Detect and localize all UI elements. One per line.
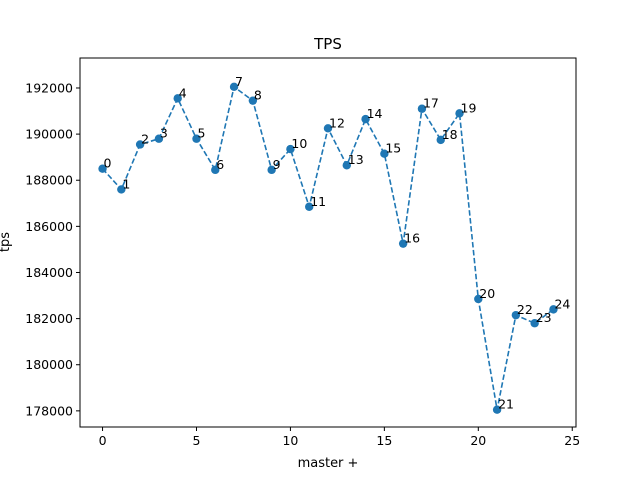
point-label-15: 15 — [385, 141, 401, 156]
x-tick-label: 25 — [564, 433, 580, 448]
data-point-5 — [192, 134, 201, 143]
data-point-18 — [436, 135, 445, 145]
data-point-11 — [305, 202, 314, 211]
data-point-23 — [530, 319, 539, 328]
data-point-3 — [154, 134, 164, 143]
x-tick-label: 15 — [376, 433, 392, 448]
y-tick-label: 180000 — [25, 357, 73, 372]
x-tick-label: 0 — [99, 433, 107, 448]
data-point-8 — [248, 96, 258, 105]
point-label-5: 5 — [197, 126, 205, 141]
point-label-21: 21 — [498, 397, 514, 412]
data-point-17 — [417, 104, 427, 113]
y-tick-label: 182000 — [25, 311, 73, 326]
point-label-19: 19 — [461, 100, 477, 115]
y-tick-label: 184000 — [25, 265, 73, 280]
y-tick-label: 186000 — [25, 219, 73, 234]
point-label-16: 16 — [404, 231, 420, 246]
point-label-8: 8 — [254, 88, 262, 103]
point-label-22: 22 — [517, 302, 533, 317]
point-label-11: 11 — [310, 194, 326, 209]
point-label-1: 1 — [122, 176, 130, 191]
data-point-0 — [98, 164, 107, 173]
point-label-20: 20 — [479, 286, 495, 301]
point-label-12: 12 — [329, 115, 345, 130]
point-label-2: 2 — [141, 131, 149, 146]
y-axis-label: tps — [0, 232, 13, 252]
data-point-21 — [492, 405, 502, 414]
data-point-2 — [135, 140, 145, 149]
data-point-4 — [173, 94, 182, 103]
x-tick-label: 20 — [470, 433, 486, 448]
point-label-6: 6 — [216, 157, 224, 172]
data-point-1 — [117, 185, 126, 194]
x-axis: 0 5 10 15 20 25 — [99, 427, 580, 448]
data-point-6 — [211, 165, 220, 175]
point-label-4: 4 — [179, 85, 187, 100]
data-point-10 — [286, 144, 295, 154]
point-label-18: 18 — [442, 127, 458, 142]
point-label-3: 3 — [160, 126, 168, 141]
data-point-14 — [361, 114, 370, 124]
point-label-23: 23 — [536, 310, 552, 325]
data-point-15 — [380, 149, 389, 158]
data-point-13 — [342, 161, 351, 170]
point-label-13: 13 — [348, 152, 364, 167]
point-label-24: 24 — [554, 296, 570, 311]
data-point-16 — [398, 239, 408, 248]
x-tick-label: 10 — [282, 433, 298, 448]
chart-title: TPS — [313, 35, 342, 53]
data-point-22 — [511, 310, 521, 320]
y-tick-label: 178000 — [25, 403, 73, 418]
plot-frame — [79, 57, 577, 428]
data-point-20 — [474, 294, 483, 304]
point-label-17: 17 — [423, 96, 439, 111]
point-label-10: 10 — [291, 136, 307, 151]
point-label-0: 0 — [104, 156, 112, 171]
y-tick-label: 192000 — [25, 80, 73, 95]
y-tick-label: 190000 — [25, 127, 73, 142]
data-point-19 — [455, 109, 464, 118]
data-point-24 — [549, 305, 558, 314]
y-tick-label: 188000 — [25, 173, 73, 188]
point-label-7: 7 — [235, 74, 243, 89]
data-point-7 — [229, 82, 239, 92]
x-axis-label: master + — [298, 456, 359, 471]
x-tick-label: 5 — [193, 433, 201, 448]
data-point-12 — [323, 124, 333, 133]
point-label-9: 9 — [273, 157, 281, 172]
y-axis: 178000 180000 182000 184000 186000 188000 1900… — [25, 80, 80, 418]
data-point-9 — [267, 165, 276, 175]
point-label-14: 14 — [367, 106, 383, 121]
